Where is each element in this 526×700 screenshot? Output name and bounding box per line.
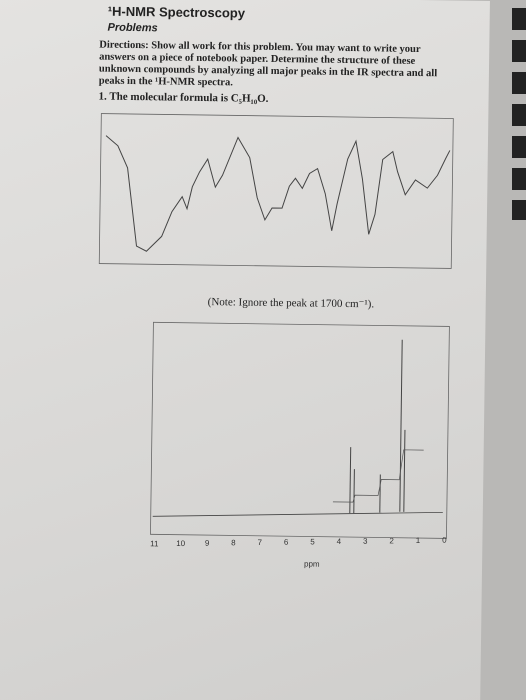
nmr-tick-label: 5 [310,537,315,546]
nmr-baseline [152,511,443,517]
nmr-tick-label: 9 [205,539,210,548]
nmr-step [332,449,424,503]
nmr-axis-label: ppm [304,559,320,568]
nmr-tick-label: 10 [176,539,186,548]
nmr-tick-label: 0 [442,536,447,545]
ir-frame [98,113,454,269]
nmr-tick-label: 11 [150,539,159,548]
nmr-tick-label: 3 [363,537,368,546]
nmr-tick-label: 4 [337,537,342,546]
nmr-tick-label: 6 [284,538,289,547]
spectra: 11 10 9 8 7 6 5 4 3 2 1 0 ppm [98,113,454,569]
paper: ¹H-NMR Spectroscopy Problems Directions:… [0,0,490,700]
spiral-binding [512,8,526,220]
nmr-peaks [349,339,406,514]
nmr-tick-label: 7 [258,538,263,547]
nmr-ticks: 11 10 9 8 7 6 5 4 3 2 1 0 [150,536,447,549]
nmr-tick-label: 2 [389,536,394,545]
nmr-frame [150,321,450,539]
nmr-tick-label: 8 [231,538,236,547]
nmr-tick-label: 1 [416,536,421,545]
ir-spectrum [105,135,451,252]
